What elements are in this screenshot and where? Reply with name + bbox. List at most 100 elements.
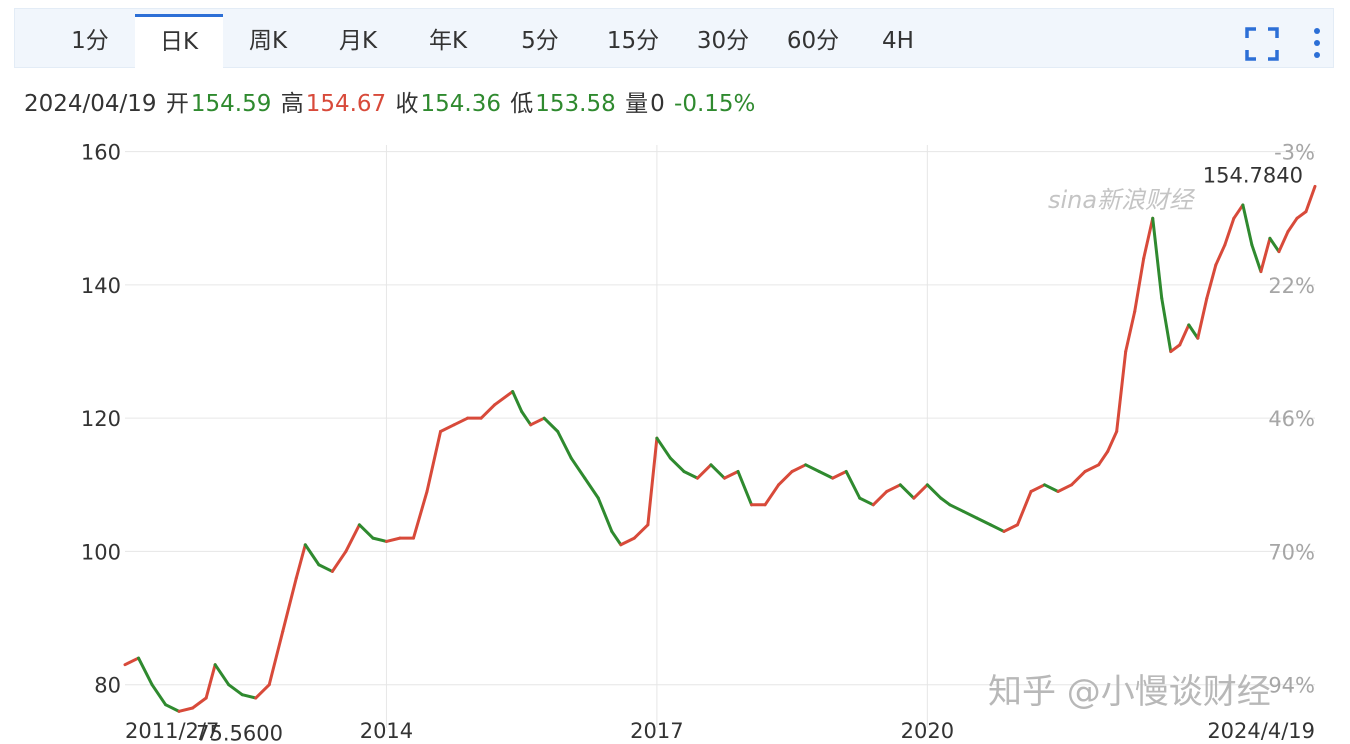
- x-tick-label: 2020: [901, 719, 954, 743]
- change-percent: -0.15%: [674, 91, 756, 117]
- open-value: 154.59: [190, 91, 272, 117]
- price-segment: [912, 483, 929, 500]
- price-segment: [1232, 203, 1245, 220]
- price-segment: [1043, 483, 1060, 493]
- price-segment: [632, 523, 650, 540]
- tab-15min[interactable]: 15分: [606, 28, 660, 54]
- period-tabbar: 1分 日K 周K 月K 年K 5分 15分 30分 60分 4H: [14, 8, 1334, 71]
- expand-icon[interactable]: [1245, 27, 1279, 61]
- max-price-label: 154.7840: [1203, 163, 1303, 187]
- tab-4h[interactable]: 4H: [882, 28, 914, 54]
- price-segment: [425, 430, 443, 493]
- high-label: 高: [280, 91, 304, 117]
- price-segment: [736, 469, 754, 507]
- price-segment: [569, 456, 587, 480]
- tab-monthly-k[interactable]: 月K: [338, 28, 378, 54]
- price-segment: [439, 423, 456, 434]
- x-axis-ticks: 2011/2/7 2014 2017 2020 2024/4/19: [125, 719, 1315, 743]
- price-segment: [1002, 523, 1019, 533]
- price-segment: [975, 516, 992, 527]
- y-tick-label: 80: [94, 674, 121, 698]
- price-segment: [411, 489, 429, 540]
- tab-60min[interactable]: 60分: [786, 28, 840, 54]
- price-segment: [164, 703, 181, 713]
- price-segment: [344, 523, 361, 553]
- price-segment: [1083, 463, 1101, 473]
- volume-value: 0: [650, 91, 665, 117]
- more-vertical-icon[interactable]: [1307, 25, 1327, 63]
- price-segment: [542, 416, 560, 434]
- price-segment: [330, 549, 348, 573]
- chart-annotations: 154.7840 75.5600: [196, 163, 1303, 744]
- x-tick-label: 2011/2/7: [125, 719, 219, 743]
- price-segment: [1277, 230, 1290, 254]
- price-segment: [1187, 323, 1200, 340]
- price-segment: [357, 523, 375, 540]
- price-segment: [804, 463, 821, 473]
- price-segment: [177, 706, 195, 713]
- price-segment: [520, 410, 533, 427]
- price-segment: [583, 476, 600, 500]
- tab-daily-k[interactable]: 日K: [135, 14, 223, 71]
- chart-grid: [125, 145, 1315, 728]
- price-segment: [682, 469, 699, 480]
- tab-30min[interactable]: 30分: [696, 28, 750, 54]
- price-segment: [479, 403, 497, 420]
- price-segment: [1178, 323, 1191, 347]
- price-segment: [267, 629, 285, 687]
- price-segment: [777, 469, 794, 487]
- close-value: 154.36: [420, 91, 501, 117]
- price-segment: [371, 536, 388, 543]
- price-segment: [191, 696, 208, 710]
- price-segment: [948, 503, 965, 513]
- price-segment: [529, 416, 546, 427]
- price-segment: [596, 496, 614, 533]
- price-segment: [1142, 216, 1155, 260]
- price-segment: [925, 483, 943, 500]
- x-tick-label: 2024/4/19: [1207, 719, 1315, 743]
- tab-1min[interactable]: 1分: [71, 28, 109, 54]
- low-label: 低: [510, 91, 534, 117]
- price-segment: [709, 463, 727, 480]
- price-segment: [1016, 489, 1033, 527]
- price-segment: [493, 390, 515, 407]
- price-segment: [123, 656, 141, 667]
- price-segment: [1106, 430, 1119, 453]
- high-value: 154.67: [305, 91, 387, 117]
- price-segment: [1205, 263, 1218, 300]
- percent-tick-label: 22%: [1268, 274, 1315, 298]
- percent-tick-label: 70%: [1268, 540, 1315, 564]
- y-tick-label: 120: [81, 407, 121, 431]
- tab-yearly-k[interactable]: 年K: [428, 28, 468, 54]
- price-segment: [1223, 216, 1236, 247]
- price-segment: [831, 469, 848, 480]
- price-segment: [204, 663, 217, 700]
- close-label: 收: [395, 91, 419, 117]
- percent-tick-label: 46%: [1268, 407, 1315, 431]
- x-tick-label: 2014: [360, 719, 413, 743]
- y-tick-label: 160: [81, 141, 121, 165]
- price-segment: [1133, 256, 1146, 314]
- percent-tick-label: 94%: [1268, 674, 1315, 698]
- percent-tick-label: -3%: [1274, 141, 1315, 165]
- price-segment: [1097, 449, 1110, 467]
- price-segment: [871, 489, 889, 507]
- price-segment: [150, 683, 168, 707]
- tab-5min[interactable]: 5分: [521, 28, 559, 54]
- price-segment: [988, 523, 1006, 533]
- x-tick-label: 2017: [630, 719, 683, 743]
- y-tick-label: 100: [81, 540, 121, 564]
- price-segment: [655, 436, 672, 460]
- price-segment: [858, 496, 875, 507]
- sina-watermark: sina新浪财经: [1048, 186, 1194, 214]
- price-segment: [240, 693, 258, 700]
- price-segment: [254, 683, 271, 700]
- price-segment: [961, 509, 979, 520]
- price-segment: [1250, 243, 1263, 274]
- price-segment: [646, 436, 659, 527]
- price-segment: [619, 536, 636, 547]
- tab-weekly-k[interactable]: 周K: [248, 28, 288, 54]
- price-segment: [885, 483, 902, 493]
- price-segment: [1056, 483, 1074, 493]
